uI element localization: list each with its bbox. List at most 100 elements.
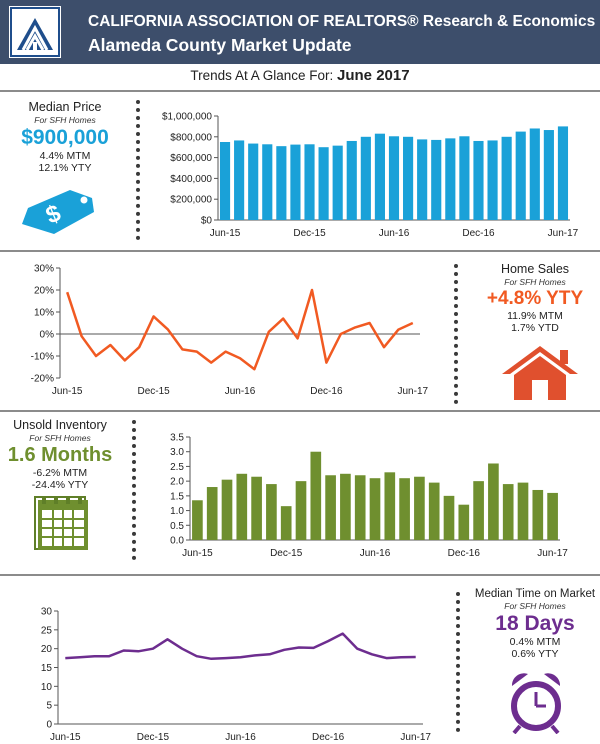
- y-tick-label: $200,000: [170, 195, 212, 206]
- bar: [414, 476, 425, 540]
- y-tick-label: 0.5: [170, 521, 184, 532]
- y-tick-label: $1,000,000: [162, 112, 212, 123]
- bar: [473, 481, 484, 540]
- bar: [360, 136, 371, 220]
- x-tick-label: Jun-16: [360, 548, 391, 559]
- home-sales-title: Home Sales: [500, 262, 570, 276]
- time-on-market-mtm: 0.4% MTM: [509, 636, 561, 648]
- x-tick-label: Jun-17: [398, 386, 429, 397]
- y-tick-label: 20: [41, 644, 53, 655]
- y-tick-label: -10%: [31, 352, 54, 363]
- bar: [517, 482, 529, 540]
- home-sales-mtm: 11.9% MTM: [507, 310, 563, 322]
- y-tick-label: $0: [201, 216, 213, 227]
- y-tick-label: 1.5: [170, 491, 184, 502]
- dotted-divider: [454, 264, 458, 404]
- x-tick-label: Jun-15: [182, 548, 213, 559]
- median-price-ytd: 12.1% YTY: [38, 162, 92, 174]
- bar: [251, 476, 262, 540]
- y-tick-label: 20%: [34, 286, 54, 297]
- bar: [266, 484, 277, 540]
- y-tick-label: 10%: [34, 308, 54, 319]
- bar: [262, 144, 273, 220]
- dotted-divider: [456, 592, 460, 732]
- bar: [501, 136, 512, 220]
- x-tick-label: Jun-15: [210, 228, 241, 239]
- bar: [529, 128, 540, 220]
- header-subtitle: Alameda County Market Update: [88, 35, 352, 55]
- bar: [369, 478, 381, 540]
- inventory-mtm: -6.2% MTM: [32, 467, 88, 479]
- bar: [532, 489, 544, 540]
- inventory-title: Unsold Inventory: [13, 418, 107, 432]
- bar: [346, 140, 357, 220]
- series-line: [65, 632, 416, 661]
- section-divider: [0, 250, 600, 252]
- x-tick-label: Jun-15: [52, 386, 83, 397]
- section-divider: [0, 410, 600, 412]
- bar: [417, 139, 428, 220]
- trends-period: June 2017: [337, 67, 410, 84]
- bar: [340, 473, 351, 540]
- y-tick-label: 2.5: [170, 462, 184, 473]
- bar: [280, 506, 292, 540]
- y-tick-label: 30%: [34, 264, 54, 275]
- x-tick-label: Dec-15: [137, 386, 170, 397]
- home-sales-chart: -20% -10% 0% 10% 20% 30% Jun-15 Dec-15 Jun-16 Dec…: [31, 264, 429, 398]
- x-tick-label: Jun-16: [225, 732, 256, 743]
- median-price-value: $900,000: [21, 126, 109, 149]
- y-tick-label: $400,000: [170, 174, 212, 185]
- bar: [236, 473, 248, 540]
- trends-line: Trends At A Glance For: June 2017: [0, 67, 600, 84]
- y-tick-label: $800,000: [170, 132, 212, 143]
- y-tick-label: 3.0: [170, 447, 184, 458]
- home-sales-stat: Home Sales For SFH Homes +4.8% YTY 11.9%…: [470, 262, 600, 334]
- median-price-title: Median Price: [28, 100, 102, 114]
- x-tick-label: Jun-17: [537, 548, 568, 559]
- section-divider: [0, 574, 600, 576]
- y-tick-label: 2.0: [170, 477, 184, 488]
- bar: [488, 463, 499, 540]
- calendar-icon: [34, 494, 96, 552]
- bar: [487, 140, 498, 220]
- house-icon: [500, 344, 580, 400]
- bar: [547, 492, 558, 540]
- median-price-chart: $0 $200,000 $400,000 $600,000 $800,000 $1,000…: [162, 112, 579, 240]
- x-tick-label: Dec-16: [462, 228, 495, 239]
- bar: [304, 144, 315, 220]
- bar: [557, 126, 569, 220]
- y-tick-label: 0.0: [170, 536, 184, 547]
- price-tag-icon: $: [14, 184, 96, 240]
- bar: [332, 145, 343, 220]
- time-on-market-ytd: 0.6% YTY: [511, 648, 559, 660]
- bar: [431, 139, 442, 220]
- y-tick-label: 30: [41, 607, 53, 618]
- bar: [459, 136, 470, 220]
- bar: [234, 140, 245, 220]
- bar: [295, 481, 307, 540]
- bar: [543, 130, 554, 220]
- bar: [221, 479, 233, 540]
- bar: [206, 487, 218, 540]
- bar: [192, 500, 203, 540]
- bar: [384, 472, 396, 540]
- y-tick-label: 0: [46, 720, 52, 731]
- inventory-subtitle: For SFH Homes: [29, 433, 91, 443]
- home-sales-ytd: 1.7% YTD: [511, 322, 559, 334]
- x-tick-label: Jun-17: [548, 228, 579, 239]
- bar: [443, 495, 455, 540]
- time-on-market-chart: 0 5 10 15 20 25 30 Jun-15 Dec-15 Jun-16 Dec-16 Jun-…: [41, 607, 432, 744]
- x-tick-label: Dec-16: [448, 548, 481, 559]
- y-tick-label: 1.0: [170, 506, 184, 517]
- y-tick-label: -20%: [31, 374, 54, 385]
- x-tick-label: Jun-16: [225, 386, 256, 397]
- y-tick-label: 0%: [40, 330, 55, 341]
- trends-prefix: Trends At A Glance For:: [190, 68, 334, 83]
- y-tick-label: 3.5: [170, 433, 184, 444]
- bar: [399, 478, 410, 540]
- home-sales-value: +4.8% YTY: [486, 288, 584, 309]
- median-price-subtitle: For SFH Homes: [34, 115, 96, 125]
- bar: [325, 475, 336, 540]
- header-title: CALIFORNIA ASSOCIATION OF REALTORS® Rese…: [88, 13, 596, 30]
- header-banner: CALIFORNIA ASSOCIATION OF REALTORS® Rese…: [0, 0, 600, 64]
